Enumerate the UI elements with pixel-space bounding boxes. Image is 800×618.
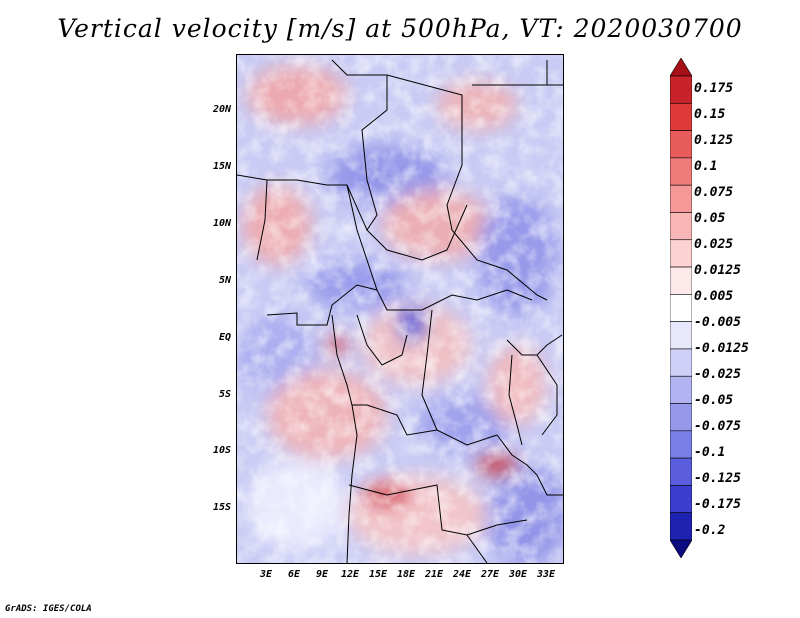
colorbar-swatch bbox=[670, 266, 692, 295]
lon-label-9e: 9E bbox=[315, 569, 329, 580]
colorbar-label: 0.0125 bbox=[694, 263, 741, 278]
lon-label-21e: 21E bbox=[424, 569, 444, 580]
colorbar-label: -0.2 bbox=[694, 523, 726, 538]
colorbar-swatch bbox=[670, 485, 692, 514]
lon-label-24e: 24E bbox=[452, 569, 472, 580]
colorbar-label: -0.075 bbox=[694, 419, 741, 434]
colorbar-label: -0.175 bbox=[694, 497, 741, 512]
colorbar-swatch bbox=[670, 512, 692, 541]
chart-title: Vertical velocity [m/s] at 500hPa, VT: 2… bbox=[57, 14, 743, 43]
colorbar-label: 0.075 bbox=[694, 185, 734, 200]
lat-label-15s: 15S bbox=[212, 502, 231, 513]
colorbar-label: -0.025 bbox=[694, 367, 741, 382]
lat-label-5n: 5N bbox=[218, 275, 231, 286]
colorbar-label: -0.05 bbox=[694, 393, 734, 408]
colorbar-label: 0.175 bbox=[694, 81, 734, 96]
colorbar-swatch bbox=[670, 375, 692, 404]
colorbar-swatch bbox=[670, 239, 692, 268]
lat-label-5s: 5S bbox=[218, 389, 231, 400]
lat-label-10n: 10N bbox=[212, 218, 231, 229]
lat-label-eq: EQ bbox=[218, 332, 231, 343]
lat-label-20n: 20N bbox=[212, 104, 231, 115]
colorbar-label: -0.1 bbox=[694, 445, 726, 460]
lon-label-27e: 27E bbox=[480, 569, 500, 580]
colorbar-label: -0.0125 bbox=[694, 341, 749, 356]
lon-label-12e: 12E bbox=[340, 569, 360, 580]
colorbar-label: 0.1 bbox=[694, 159, 718, 174]
colorbar-label: -0.125 bbox=[694, 471, 741, 486]
colorbar-swatch bbox=[670, 539, 692, 558]
lon-label-6e: 6E bbox=[287, 569, 301, 580]
colorbar-swatch bbox=[670, 130, 692, 159]
colorbar-swatch bbox=[670, 430, 692, 459]
colorbar-swatch bbox=[670, 58, 692, 77]
colorbar-label: 0.005 bbox=[694, 289, 734, 304]
map-panel bbox=[236, 54, 564, 564]
colorbar-swatch bbox=[670, 75, 692, 104]
colorbar-swatch bbox=[670, 157, 692, 186]
colorbar-label: 0.05 bbox=[694, 211, 726, 226]
lon-label-30e: 30E bbox=[508, 569, 528, 580]
colorbar-swatch bbox=[670, 457, 692, 486]
colorbar-label: 0.15 bbox=[694, 107, 726, 122]
colorbar-label: 0.125 bbox=[694, 133, 734, 148]
lon-label-3e: 3E bbox=[259, 569, 273, 580]
colorbar-swatch bbox=[670, 212, 692, 241]
lon-label-15e: 15E bbox=[368, 569, 388, 580]
grads-credit: GrADS: IGES/COLA bbox=[5, 604, 92, 614]
colorbar bbox=[670, 58, 692, 558]
colorbar-swatch bbox=[670, 102, 692, 131]
colorbar-swatch bbox=[670, 184, 692, 213]
lat-label-15n: 15N bbox=[212, 161, 231, 172]
colorbar-label: 0.025 bbox=[694, 237, 734, 252]
colorbar-swatch bbox=[670, 294, 692, 322]
colorbar-swatch bbox=[670, 348, 692, 377]
colorbar-swatch bbox=[670, 403, 692, 432]
lat-label-10s: 10S bbox=[212, 445, 231, 456]
velocity-field bbox=[237, 55, 563, 563]
colorbar-swatch bbox=[670, 321, 692, 350]
lon-label-18e: 18E bbox=[396, 569, 416, 580]
colorbar-label: -0.005 bbox=[694, 315, 741, 330]
lon-label-33e: 33E bbox=[536, 569, 556, 580]
